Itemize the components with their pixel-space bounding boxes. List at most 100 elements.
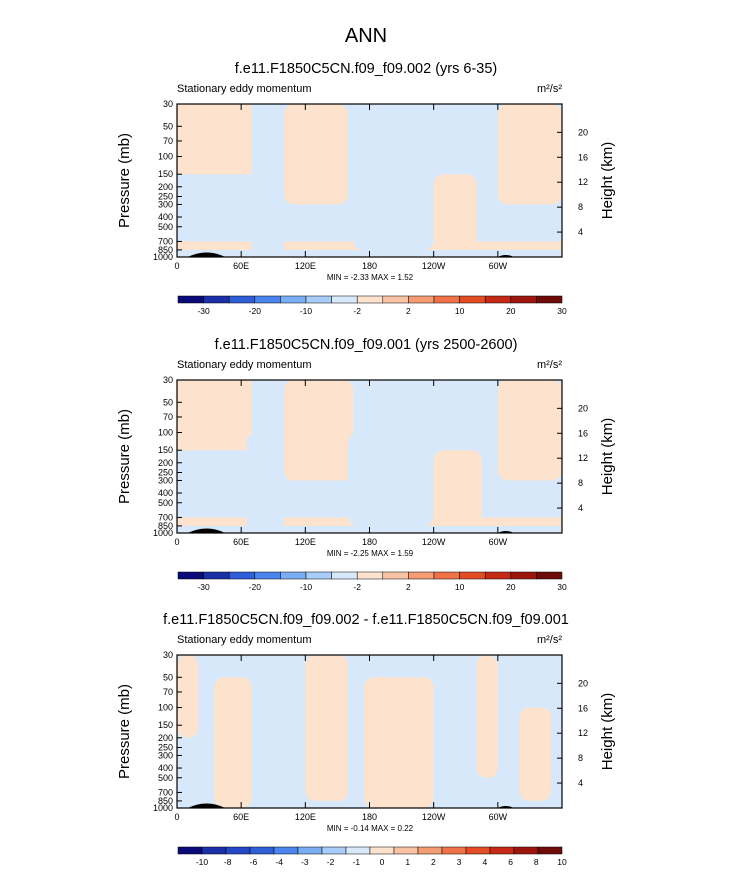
colorbar-label: 2	[431, 857, 436, 867]
y-tick-label: 100	[158, 152, 173, 162]
colorbar-swatch	[513, 846, 539, 855]
colorbar-swatch	[305, 571, 332, 580]
y-right-tick-label: 4	[578, 503, 583, 513]
colorbar-label: -4	[275, 857, 283, 867]
colorbar-label: -2	[353, 306, 361, 316]
y-tick-label: 300	[158, 750, 173, 760]
y-right-tick-label: 20	[578, 678, 588, 688]
field-region	[214, 677, 252, 808]
field-region	[476, 655, 498, 778]
y-right-axis-title: Height (km)	[599, 693, 616, 771]
x-tick-label: 60W	[489, 812, 508, 822]
colorbar-swatch	[441, 846, 467, 855]
colorbar-swatch	[484, 295, 512, 304]
colorbar-swatch	[484, 571, 512, 580]
y-tick-label: 500	[158, 773, 173, 783]
field-region	[364, 677, 434, 808]
panels: f.e11.F1850C5CN.f09_f09.002 (yrs 6-35) St…	[116, 61, 616, 867]
y-tick-label: 50	[163, 397, 173, 407]
y-tick-label: 850	[158, 521, 173, 531]
y-right-tick-label: 4	[578, 227, 583, 237]
y-right-tick-label: 12	[578, 453, 588, 463]
colorbar-label: 6	[508, 857, 513, 867]
field-region	[497, 380, 562, 481]
y-right-tick-label: 12	[578, 728, 588, 738]
min-max-label: MIN = -0.14 MAX = 0.22	[327, 824, 414, 833]
colorbar-swatch	[305, 295, 332, 304]
y-right-axis-title: Height (km)	[599, 418, 616, 496]
colorbar-swatch	[537, 846, 563, 855]
y-tick-label: 200	[158, 458, 173, 468]
colorbar-label: -3	[301, 857, 309, 867]
colorbar-label: 3	[457, 857, 462, 867]
colorbar-swatch	[201, 846, 227, 855]
y-right-tick-label: 16	[578, 428, 588, 438]
panel-title: f.e11.F1850C5CN.f09_f09.001 (yrs 2500-26…	[215, 337, 518, 353]
page-title: ANN	[345, 25, 387, 47]
colorbar-swatch	[177, 295, 204, 304]
colorbar-label: -20	[249, 582, 262, 592]
colorbar-swatch	[331, 295, 358, 304]
x-tick-label: 0	[174, 261, 179, 271]
colorbar-swatch	[489, 846, 515, 855]
y-right-tick-label: 16	[578, 152, 588, 162]
x-tick-label: 120E	[295, 261, 316, 271]
y-tick-label: 250	[158, 192, 173, 202]
y-tick-label: 50	[163, 672, 173, 682]
colorbar-swatch	[356, 295, 384, 304]
y-tick-label: 150	[158, 720, 173, 730]
y-tick-label: 850	[158, 796, 173, 806]
y-tick-label: 250	[158, 743, 173, 753]
field-region	[433, 450, 482, 526]
colorbar-swatch	[177, 571, 204, 580]
colorbar-label: 1	[405, 857, 410, 867]
colorbar-label: -10	[196, 857, 209, 867]
y-axis-title: Pressure (mb)	[116, 409, 133, 504]
x-tick-label: 60E	[233, 261, 249, 271]
colorbar-label: -30	[197, 306, 210, 316]
y-tick-label: 70	[163, 687, 173, 697]
min-max-label: MIN = -2.25 MAX = 1.59	[327, 549, 414, 558]
x-tick-label: 120W	[422, 537, 446, 547]
colorbar-label: -30	[197, 582, 210, 592]
field-region	[177, 104, 252, 175]
colorbar-label: -8	[224, 857, 232, 867]
y-tick-label: 70	[163, 412, 173, 422]
field-region	[246, 432, 284, 533]
colorbar-label: 4	[482, 857, 487, 867]
colorbar-label: -2	[327, 857, 335, 867]
colorbar-swatch	[408, 571, 435, 580]
colorbar-swatch	[177, 846, 203, 855]
x-tick-label: 60E	[233, 537, 249, 547]
colorbar-swatch	[393, 846, 419, 855]
y-tick-label: 1000	[153, 528, 173, 538]
x-tick-label: 180	[362, 261, 377, 271]
colorbar-label: -1	[353, 857, 361, 867]
colorbar-label: -10	[300, 306, 313, 316]
y-right-tick-label: 8	[578, 202, 583, 212]
y-tick-label: 700	[158, 787, 173, 797]
y-tick-label: 1000	[153, 252, 173, 262]
y-right-tick-label: 12	[578, 177, 588, 187]
chart-panel-2: f.e11.F1850C5CN.f09_f09.001 (yrs 2500-26…	[116, 337, 616, 592]
chart-panel-3: f.e11.F1850C5CN.f09_f09.002 - f.e11.F185…	[116, 612, 616, 867]
panel-title: f.e11.F1850C5CN.f09_f09.002 - f.e11.F185…	[163, 612, 569, 628]
colorbar-swatch	[510, 571, 537, 580]
field-region	[348, 432, 434, 526]
colorbar-label: -10	[300, 582, 313, 592]
colorbar-label: -6	[250, 857, 258, 867]
field-region	[433, 174, 477, 250]
colorbar-label: 30	[557, 306, 567, 316]
x-tick-label: 0	[174, 812, 179, 822]
colorbar-swatch	[433, 295, 460, 304]
y-tick-label: 1000	[153, 803, 173, 813]
colorbar-swatch	[408, 295, 435, 304]
colorbar-swatch	[465, 846, 491, 855]
panel-subtitle: Stationary eddy momentum	[177, 83, 312, 95]
units-label: m²/s²	[537, 359, 562, 371]
y-tick-label: 300	[158, 475, 173, 485]
colorbar-label: 20	[506, 582, 516, 592]
y-right-tick-label: 8	[578, 478, 583, 488]
y-tick-label: 200	[158, 733, 173, 743]
y-right-tick-label: 20	[578, 127, 588, 137]
